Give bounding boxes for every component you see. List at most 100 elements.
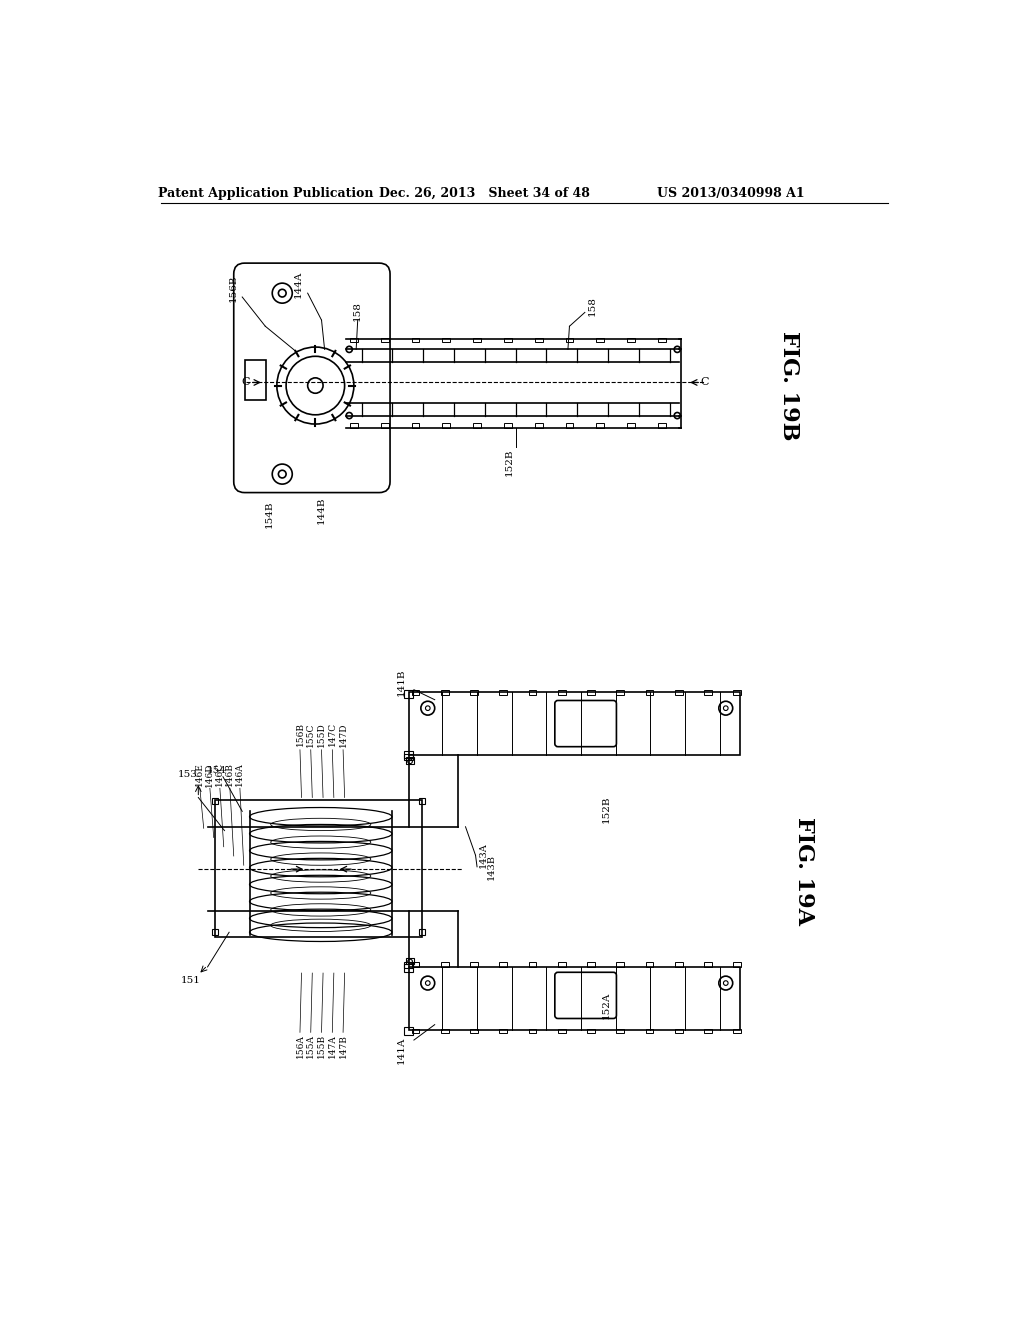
Bar <box>470 1028 478 1034</box>
Text: 146C: 146C <box>215 763 224 787</box>
Bar <box>419 799 425 804</box>
Bar <box>407 758 414 763</box>
Bar <box>442 338 451 342</box>
Text: 147A: 147A <box>328 1035 337 1059</box>
Bar <box>245 360 266 400</box>
Bar <box>705 962 712 966</box>
Bar <box>528 962 537 966</box>
FancyBboxPatch shape <box>555 701 616 747</box>
Bar <box>558 1028 565 1034</box>
Bar <box>616 962 625 966</box>
Bar <box>504 424 512 428</box>
Bar <box>212 929 218 936</box>
Bar <box>473 424 481 428</box>
FancyBboxPatch shape <box>233 263 390 492</box>
Bar <box>658 338 666 342</box>
Text: 152A: 152A <box>602 991 611 1019</box>
Bar <box>565 424 573 428</box>
Bar <box>412 690 419 696</box>
Bar <box>412 962 419 966</box>
Bar <box>215 800 422 937</box>
Bar <box>403 1027 413 1035</box>
Bar <box>565 338 573 342</box>
Bar <box>410 692 740 755</box>
Text: C: C <box>242 378 250 388</box>
Bar <box>733 962 741 966</box>
Text: 154: 154 <box>207 766 226 775</box>
Text: 147C: 147C <box>328 722 337 746</box>
Text: 156B: 156B <box>296 722 304 746</box>
Text: 152B: 152B <box>505 449 514 477</box>
Bar <box>381 338 388 342</box>
Text: 143A: 143A <box>479 842 487 869</box>
Bar <box>675 962 683 966</box>
Bar <box>646 1028 653 1034</box>
Text: 155D: 155D <box>317 722 326 747</box>
Bar <box>628 424 635 428</box>
Bar <box>410 966 740 1030</box>
Bar <box>412 1028 419 1034</box>
Text: 152B: 152B <box>602 795 611 822</box>
Text: 144B: 144B <box>317 496 326 524</box>
Bar <box>412 338 419 342</box>
Bar <box>587 690 595 696</box>
Bar <box>441 690 449 696</box>
Bar <box>658 424 666 428</box>
Bar <box>535 424 543 428</box>
Text: 156A: 156A <box>296 1035 304 1059</box>
Bar <box>403 964 413 972</box>
Text: 146E: 146E <box>196 763 205 787</box>
Bar <box>403 690 413 698</box>
Bar <box>646 962 653 966</box>
Bar <box>558 962 565 966</box>
Bar <box>412 424 419 428</box>
Bar <box>212 799 218 804</box>
Bar <box>500 962 507 966</box>
Bar <box>705 690 712 696</box>
Bar <box>675 1028 683 1034</box>
Bar <box>535 338 543 342</box>
Bar <box>616 1028 625 1034</box>
Bar <box>628 338 635 342</box>
Bar <box>441 962 449 966</box>
Text: 158: 158 <box>353 301 362 321</box>
Bar <box>403 751 413 758</box>
Bar <box>403 962 413 969</box>
Bar <box>381 424 388 428</box>
Bar <box>587 962 595 966</box>
Text: 143B: 143B <box>486 854 496 880</box>
Text: 147B: 147B <box>339 1035 347 1059</box>
Text: 155A: 155A <box>306 1034 315 1059</box>
FancyBboxPatch shape <box>555 973 616 1019</box>
Text: 144A: 144A <box>294 271 303 297</box>
Bar <box>350 424 357 428</box>
Bar <box>500 1028 507 1034</box>
Text: US 2013/0340998 A1: US 2013/0340998 A1 <box>657 186 805 199</box>
Text: 154B: 154B <box>264 500 273 528</box>
Bar <box>500 690 507 696</box>
Bar <box>470 962 478 966</box>
Bar <box>528 690 537 696</box>
Text: 146B: 146B <box>225 763 234 787</box>
Text: 147D: 147D <box>339 722 347 747</box>
Text: 141A: 141A <box>397 1036 407 1064</box>
Text: 156B: 156B <box>228 275 238 301</box>
Text: Patent Application Publication: Patent Application Publication <box>158 186 373 199</box>
Text: 146D: 146D <box>206 762 214 787</box>
Bar <box>528 1028 537 1034</box>
Bar <box>473 338 481 342</box>
Text: C: C <box>700 378 709 388</box>
Text: 151: 151 <box>180 977 201 985</box>
Bar <box>733 1028 741 1034</box>
Bar <box>442 424 451 428</box>
Bar <box>407 958 414 964</box>
Bar <box>705 1028 712 1034</box>
Text: 155B: 155B <box>317 1034 326 1059</box>
Text: 141B: 141B <box>397 668 407 696</box>
Bar <box>675 690 683 696</box>
Bar <box>646 690 653 696</box>
Bar <box>419 929 425 936</box>
Bar <box>616 690 625 696</box>
Bar <box>470 690 478 696</box>
Bar <box>587 1028 595 1034</box>
